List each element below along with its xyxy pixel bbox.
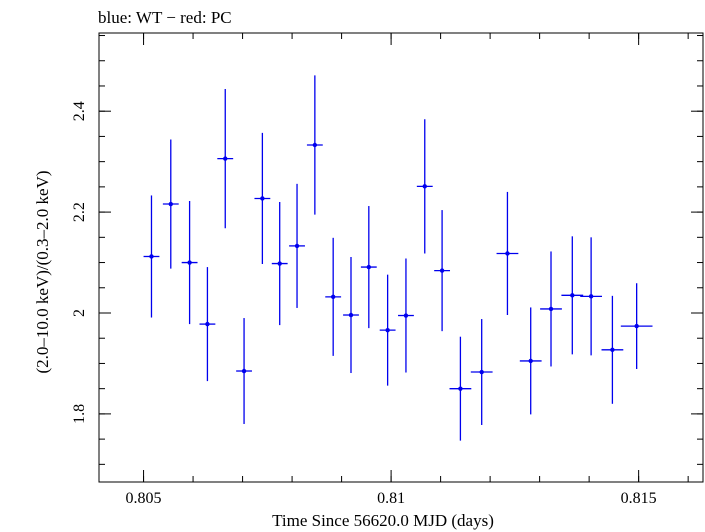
point-marker bbox=[422, 184, 427, 189]
point-marker bbox=[366, 264, 372, 270]
data-point bbox=[519, 307, 542, 415]
data-point bbox=[343, 256, 359, 374]
point-marker bbox=[634, 323, 639, 329]
point-marker bbox=[260, 196, 265, 201]
y-tick-label: 2.4 bbox=[71, 101, 88, 121]
point-marker bbox=[548, 306, 554, 312]
point-marker bbox=[241, 368, 247, 374]
point-marker bbox=[385, 327, 390, 333]
point-marker bbox=[223, 156, 228, 161]
point-marker bbox=[348, 312, 354, 318]
point-marker bbox=[277, 261, 282, 266]
data-point bbox=[217, 88, 234, 229]
point-marker bbox=[205, 321, 210, 327]
point-marker bbox=[505, 251, 510, 256]
data-point bbox=[236, 318, 252, 424]
data-point bbox=[181, 200, 198, 325]
data-point bbox=[360, 206, 377, 329]
y-axis-title: (2.0–10.0 keV)/(0.3–2.0 keV) bbox=[33, 170, 52, 373]
x-tick-label: 0.81 bbox=[377, 490, 405, 507]
data-point bbox=[254, 132, 271, 265]
data-point bbox=[416, 119, 433, 254]
point-marker bbox=[168, 201, 173, 207]
point-marker bbox=[570, 293, 575, 298]
data-point bbox=[199, 267, 216, 382]
point-marker bbox=[588, 294, 594, 299]
point-marker bbox=[439, 268, 445, 273]
data-point bbox=[449, 336, 472, 441]
point-marker bbox=[403, 313, 409, 318]
plot-frame bbox=[98, 32, 704, 483]
data-point bbox=[143, 195, 160, 318]
y-tick-label: 2.2 bbox=[71, 202, 88, 222]
data-points bbox=[143, 75, 653, 441]
data-point bbox=[540, 251, 562, 367]
data-point bbox=[162, 139, 179, 269]
data-point bbox=[601, 295, 624, 404]
point-marker bbox=[187, 260, 192, 265]
data-point bbox=[306, 75, 323, 215]
y-tick-label: 1.8 bbox=[71, 404, 88, 424]
point-marker bbox=[458, 386, 463, 391]
point-marker bbox=[312, 142, 318, 148]
point-marker bbox=[330, 294, 336, 300]
data-point bbox=[289, 183, 305, 308]
x-tick-label: 0.805 bbox=[126, 490, 162, 507]
point-marker bbox=[528, 358, 533, 364]
point-marker bbox=[294, 243, 300, 249]
point-marker bbox=[610, 347, 615, 353]
data-point bbox=[496, 191, 519, 316]
y-tick-label: 2 bbox=[71, 309, 88, 317]
data-point bbox=[379, 274, 396, 386]
data-point bbox=[561, 236, 584, 355]
data-point bbox=[325, 237, 342, 356]
data-point bbox=[271, 202, 288, 326]
chart-title: blue: WT − red: PC bbox=[98, 8, 232, 27]
x-tick-label: 0.815 bbox=[621, 490, 657, 507]
data-point bbox=[398, 258, 414, 373]
y-axis-ticks: 1.8 2 2.2 2.4 bbox=[71, 35, 703, 465]
point-marker bbox=[149, 254, 154, 259]
data-point bbox=[620, 283, 653, 369]
data-point bbox=[470, 319, 493, 425]
x-axis-ticks: 0.805 0.81 0.815 bbox=[126, 33, 689, 507]
data-point bbox=[580, 237, 603, 356]
x-axis-title: Time Since 56620.0 MJD (days) bbox=[272, 511, 494, 530]
point-marker bbox=[479, 369, 484, 375]
data-point bbox=[434, 210, 451, 332]
